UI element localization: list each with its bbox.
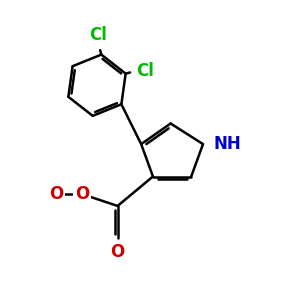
Text: Cl: Cl: [89, 26, 107, 44]
Text: O: O: [49, 185, 63, 203]
Text: O: O: [75, 185, 89, 203]
Text: Cl: Cl: [136, 62, 154, 80]
Text: O: O: [110, 243, 125, 261]
Text: NH: NH: [213, 135, 241, 153]
